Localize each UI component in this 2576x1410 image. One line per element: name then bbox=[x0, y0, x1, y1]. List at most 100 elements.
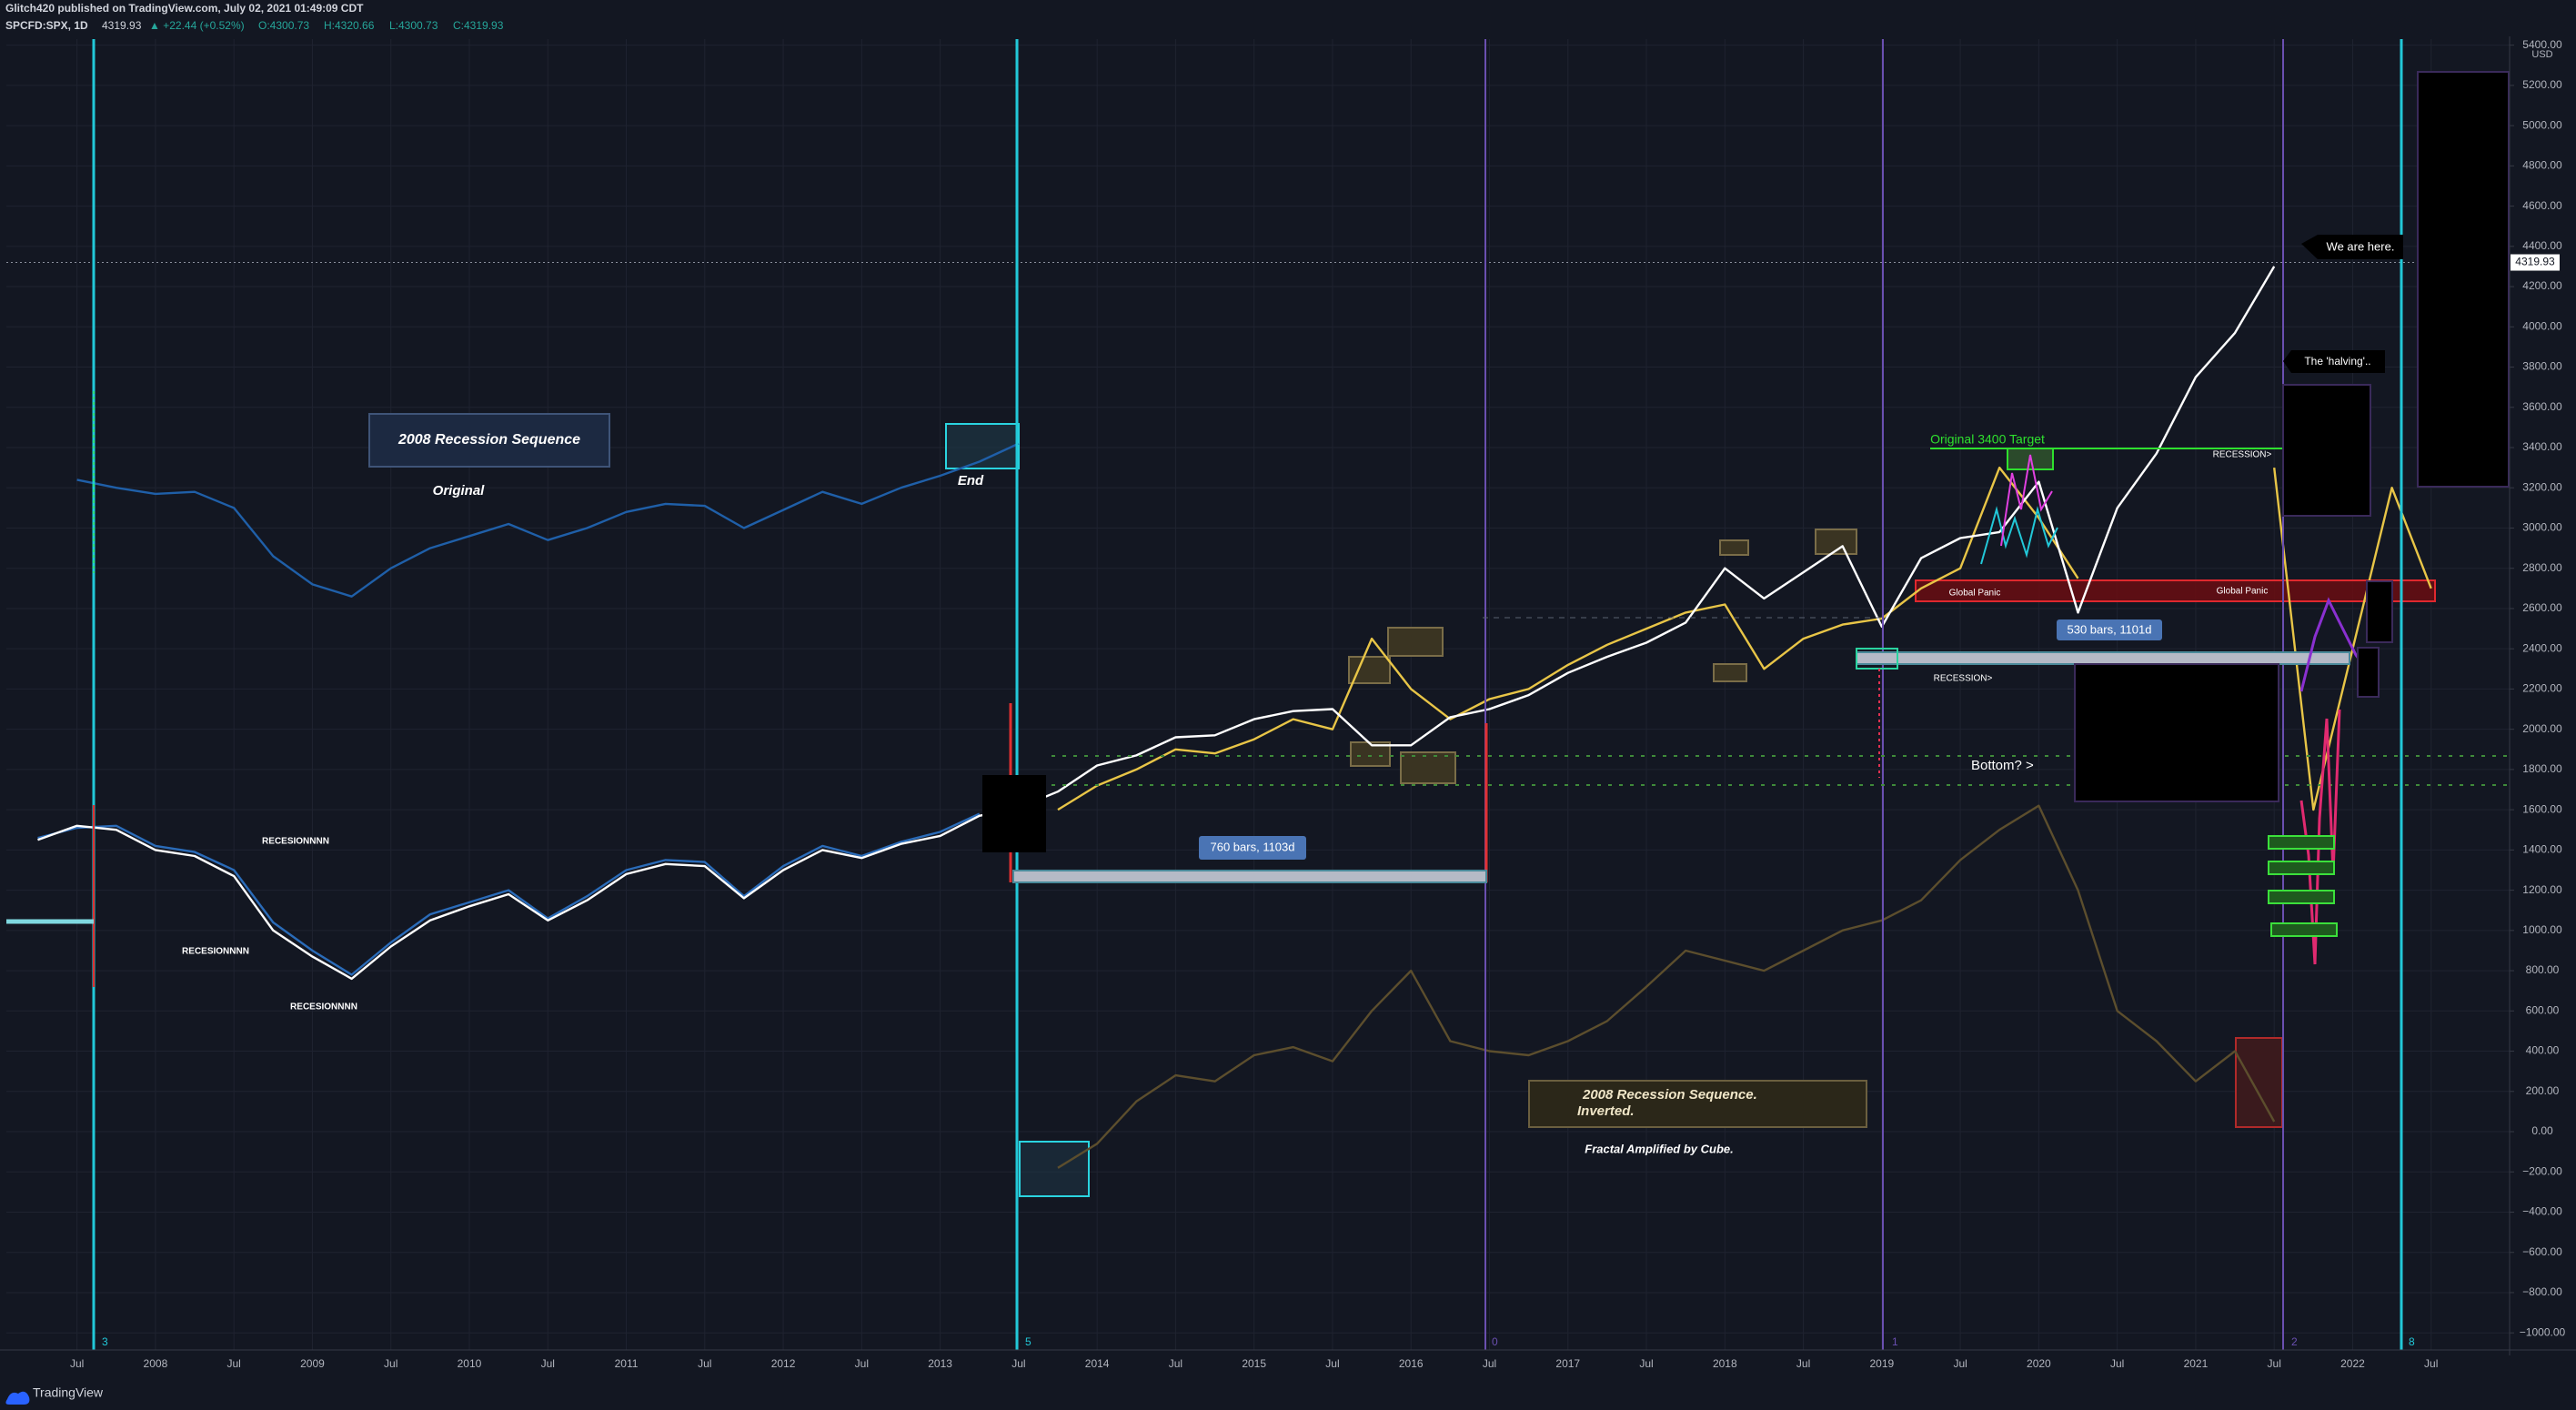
y-tick-label: 4000.00 bbox=[2522, 319, 2562, 332]
y-tick-label: 800.00 bbox=[2526, 963, 2560, 976]
cycle-label: 5 bbox=[1025, 1335, 1031, 1348]
x-tick-label: 2009 bbox=[300, 1357, 325, 1370]
legend: SPCFD:SPX, 1D 4319.93 ▲ +22.44 (+0.52%) … bbox=[5, 19, 504, 32]
label-box bbox=[2057, 619, 2162, 640]
annotation-boxes bbox=[368, 413, 2436, 1197]
series-line bbox=[1057, 804, 2276, 1169]
annotation: RECESSION> bbox=[2213, 450, 2272, 460]
mask-box bbox=[2366, 580, 2393, 643]
mask-box bbox=[2357, 647, 2380, 698]
publisher: Glitch420 published on TradingView.com, … bbox=[5, 2, 364, 15]
box bbox=[1528, 1080, 1867, 1128]
y-tick-label: 1000.00 bbox=[2522, 923, 2562, 936]
annotation: We are here. bbox=[2327, 239, 2395, 253]
range-bar bbox=[1012, 870, 1487, 883]
range-bar bbox=[1856, 651, 2350, 665]
y-tick-label: 600.00 bbox=[2526, 1003, 2560, 1016]
x-tick-label: Jul bbox=[2268, 1357, 2281, 1370]
annotation: Global Panic bbox=[1949, 589, 2001, 599]
y-tick-label: 2600.00 bbox=[2522, 601, 2562, 614]
y-tick-label: 3600.00 bbox=[2522, 400, 2562, 413]
x-tick-label: Jul bbox=[855, 1357, 869, 1370]
axes: USD −1000.00 −800.00 −600.00 −400.00 −200.00… bbox=[0, 36, 2576, 1379]
y-tick-label: 2400.00 bbox=[2522, 641, 2562, 654]
x-tick-label: Jul bbox=[227, 1357, 241, 1370]
annotation: Original 3400 Target bbox=[1930, 432, 2045, 447]
cycle-label: 2 bbox=[2291, 1335, 2298, 1348]
y-tick-label: −800.00 bbox=[2522, 1285, 2562, 1298]
x-tick-label: 2013 bbox=[928, 1357, 952, 1370]
mask-box bbox=[2074, 663, 2279, 802]
grid bbox=[6, 39, 2510, 1350]
x-tick-label: 2019 bbox=[1869, 1357, 1894, 1370]
annotation: RECESIONNNN bbox=[182, 947, 249, 957]
annotation: Fractal Amplified by Cube. bbox=[1585, 1142, 1734, 1155]
x-tick-label: Jul bbox=[1483, 1357, 1496, 1370]
cycle-label: 0 bbox=[1492, 1335, 1498, 1348]
price-axis bbox=[2510, 36, 2576, 1355]
y-tick-label: 1800.00 bbox=[2522, 762, 2562, 775]
ohlc: H:4320.66 bbox=[324, 19, 375, 32]
annotation: Bottom? > bbox=[1971, 758, 2034, 773]
annotation: End bbox=[958, 473, 984, 488]
y-tick-label: 1200.00 bbox=[2522, 883, 2562, 896]
box bbox=[2268, 835, 2335, 850]
y-tick-label: 3200.00 bbox=[2522, 480, 2562, 493]
x-tick-label: Jul bbox=[698, 1357, 711, 1370]
x-tick-label: Jul bbox=[1011, 1357, 1025, 1370]
cycle-label: 3 bbox=[102, 1335, 108, 1348]
box bbox=[1019, 1141, 1090, 1197]
x-tick-label: 2012 bbox=[771, 1357, 796, 1370]
x-tick-label: Jul bbox=[1325, 1357, 1339, 1370]
y-tick-label: 4400.00 bbox=[2522, 239, 2562, 252]
label-box bbox=[1199, 836, 1306, 860]
x-tick-label: Jul bbox=[1953, 1357, 1967, 1370]
annotation: Inverted. bbox=[1577, 1103, 1635, 1119]
annotation: RECESIONNNN bbox=[290, 1002, 357, 1012]
mask-box bbox=[2282, 384, 2371, 517]
x-tick-label: Jul bbox=[1169, 1357, 1182, 1370]
series-line bbox=[37, 266, 2276, 981]
header-bar bbox=[0, 0, 2576, 36]
cycle-label: 1 bbox=[1892, 1335, 1898, 1348]
annotation: Global Panic bbox=[2217, 587, 2269, 597]
y-tick-label: 4600.00 bbox=[2522, 199, 2562, 212]
series-line bbox=[76, 442, 1020, 598]
annotation: RECESSION> bbox=[1934, 674, 1993, 684]
fractal-overlay bbox=[2000, 454, 2053, 547]
x-tick-label: Jul bbox=[384, 1357, 397, 1370]
x-tick-label: 2015 bbox=[1242, 1357, 1266, 1370]
annotation: 530 bars, 1101d bbox=[2068, 622, 2152, 636]
y-tick-label: 4200.00 bbox=[2522, 279, 2562, 292]
box bbox=[945, 423, 1020, 469]
y-tick-label: 2000.00 bbox=[2522, 722, 2562, 735]
logo bbox=[5, 1391, 30, 1405]
x-tick-label: 2016 bbox=[1399, 1357, 1424, 1370]
annotations: 2008 Recession Sequence Original End REC… bbox=[6, 39, 2510, 1350]
series bbox=[6, 262, 2510, 1169]
callout bbox=[2283, 350, 2385, 373]
currency: USD bbox=[2531, 49, 2552, 60]
x-tick-label: 2008 bbox=[144, 1357, 168, 1370]
y-tick-label: 200.00 bbox=[2526, 1084, 2560, 1097]
box bbox=[2268, 861, 2335, 875]
box bbox=[368, 413, 610, 468]
box bbox=[2268, 890, 2335, 904]
x-tick-label: 2011 bbox=[615, 1357, 639, 1370]
x-tick-label: 2021 bbox=[2184, 1357, 2209, 1370]
ohlc: O:4300.73 bbox=[258, 19, 309, 32]
global-panic-band bbox=[1915, 579, 2436, 602]
annotation: 760 bars, 1103d bbox=[1211, 840, 1295, 853]
series-line bbox=[37, 812, 981, 976]
footer: TradingView bbox=[33, 1385, 104, 1400]
x-tick-label: 2018 bbox=[1713, 1357, 1737, 1370]
x-tick-label: 2020 bbox=[2027, 1357, 2051, 1370]
x-tick-label: Jul bbox=[541, 1357, 555, 1370]
x-tick-label: 2022 bbox=[2340, 1357, 2365, 1370]
annotation: Original bbox=[433, 483, 486, 499]
x-tick-label: Jul bbox=[1639, 1357, 1653, 1370]
y-tick-label: 4800.00 bbox=[2522, 159, 2562, 172]
x-tick-label: 2017 bbox=[1555, 1357, 1580, 1370]
